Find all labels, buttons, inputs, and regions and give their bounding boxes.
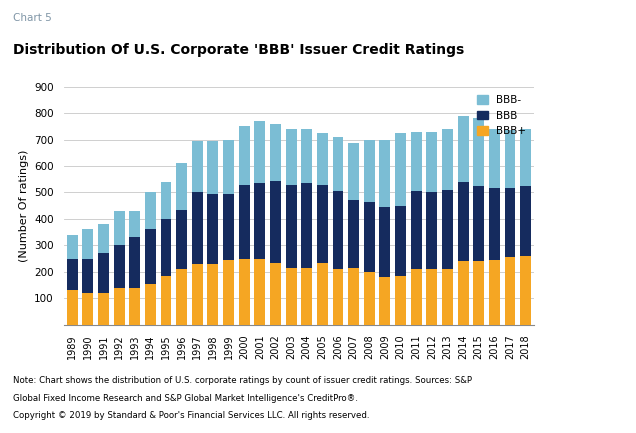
Bar: [504, 130, 515, 188]
Bar: [411, 269, 422, 325]
Bar: [176, 210, 187, 269]
Bar: [254, 121, 265, 183]
Bar: [348, 200, 359, 268]
Bar: [286, 184, 296, 268]
Bar: [473, 261, 484, 325]
Bar: [364, 202, 375, 272]
Y-axis label: (Number Of ratings): (Number Of ratings): [18, 149, 29, 262]
Bar: [286, 268, 296, 325]
Bar: [395, 276, 406, 325]
Bar: [520, 129, 531, 186]
Bar: [364, 272, 375, 325]
Bar: [192, 264, 203, 325]
Bar: [333, 137, 343, 191]
Bar: [238, 259, 250, 325]
Bar: [98, 224, 109, 253]
Bar: [411, 132, 422, 191]
Bar: [426, 132, 438, 192]
Bar: [223, 194, 234, 260]
Bar: [348, 143, 359, 200]
Bar: [114, 246, 125, 288]
Bar: [473, 186, 484, 261]
Bar: [426, 192, 438, 269]
Bar: [489, 188, 500, 260]
Bar: [520, 256, 531, 325]
Bar: [270, 124, 281, 181]
Bar: [380, 277, 391, 325]
Bar: [380, 139, 391, 207]
Bar: [160, 182, 172, 219]
Text: Global Fixed Income Research and S&P Global Market Intelligence's CreditPro®.: Global Fixed Income Research and S&P Glo…: [13, 394, 357, 403]
Bar: [129, 211, 140, 237]
Bar: [364, 139, 375, 202]
Bar: [129, 288, 140, 325]
Bar: [489, 129, 500, 188]
Bar: [176, 269, 187, 325]
Bar: [223, 260, 234, 325]
Bar: [395, 133, 406, 206]
Bar: [442, 190, 453, 269]
Bar: [129, 237, 140, 288]
Bar: [160, 219, 172, 276]
Bar: [442, 129, 453, 190]
Bar: [458, 182, 469, 261]
Bar: [458, 116, 469, 182]
Bar: [489, 260, 500, 325]
Bar: [83, 259, 93, 293]
Bar: [380, 207, 391, 277]
Bar: [207, 194, 218, 264]
Bar: [67, 235, 78, 259]
Bar: [83, 293, 93, 325]
Text: Copyright © 2019 by Standard & Poor's Financial Services LLC. All rights reserve: Copyright © 2019 by Standard & Poor's Fi…: [13, 411, 370, 420]
Bar: [98, 253, 109, 293]
Bar: [270, 262, 281, 325]
Text: Note: Chart shows the distribution of U.S. corporate ratings by count of issuer : Note: Chart shows the distribution of U.…: [13, 376, 472, 385]
Bar: [333, 191, 343, 269]
Bar: [238, 184, 250, 259]
Bar: [207, 141, 218, 194]
Bar: [83, 229, 93, 259]
Bar: [67, 291, 78, 325]
Bar: [520, 186, 531, 256]
Bar: [207, 264, 218, 325]
Bar: [317, 262, 328, 325]
Bar: [473, 118, 484, 186]
Bar: [145, 192, 156, 229]
Bar: [145, 229, 156, 284]
Bar: [176, 163, 187, 210]
Bar: [301, 129, 312, 183]
Bar: [317, 133, 328, 184]
Bar: [254, 183, 265, 259]
Bar: [301, 268, 312, 325]
Bar: [426, 269, 438, 325]
Bar: [145, 284, 156, 325]
Bar: [317, 184, 328, 262]
Bar: [504, 257, 515, 325]
Bar: [333, 269, 343, 325]
Bar: [192, 192, 203, 264]
Bar: [192, 141, 203, 192]
Bar: [254, 259, 265, 325]
Legend: BBB-, BBB, BBB+: BBB-, BBB, BBB+: [474, 92, 529, 139]
Bar: [286, 129, 296, 184]
Bar: [114, 211, 125, 246]
Text: Chart 5: Chart 5: [13, 13, 52, 23]
Bar: [223, 139, 234, 194]
Bar: [458, 261, 469, 325]
Bar: [411, 191, 422, 269]
Bar: [238, 126, 250, 184]
Bar: [98, 293, 109, 325]
Bar: [270, 181, 281, 262]
Bar: [301, 183, 312, 268]
Bar: [114, 288, 125, 325]
Bar: [395, 206, 406, 276]
Bar: [67, 259, 78, 291]
Bar: [442, 269, 453, 325]
Bar: [160, 276, 172, 325]
Text: Distribution Of U.S. Corporate 'BBB' Issuer Credit Ratings: Distribution Of U.S. Corporate 'BBB' Iss…: [13, 43, 464, 57]
Bar: [504, 188, 515, 257]
Bar: [348, 268, 359, 325]
